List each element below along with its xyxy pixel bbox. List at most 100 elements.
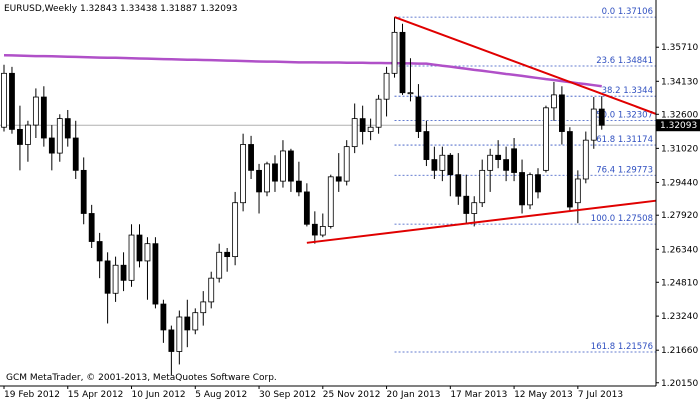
candle-body	[511, 148, 517, 173]
x-tick-label: 17 Mar 2013	[450, 390, 507, 400]
x-tick-label: 19 Feb 2012	[4, 390, 60, 400]
candle-body	[391, 31, 398, 74]
y-tick-label: 1.29440	[661, 178, 698, 188]
candle-body	[64, 118, 71, 139]
candle-body	[272, 163, 278, 182]
candle-body	[495, 154, 502, 160]
candle-body	[582, 139, 589, 180]
candle-body	[120, 264, 127, 281]
candle-body	[559, 94, 565, 132]
fib-price: 1.34841	[618, 56, 653, 66]
candle-body	[455, 174, 462, 197]
candle-body	[343, 146, 350, 182]
candle-body	[415, 96, 422, 132]
candle-body	[48, 137, 55, 154]
candle-body	[160, 303, 167, 331]
moving-average	[3, 53, 602, 88]
x-tick-label: 30 Sep 2012	[259, 390, 316, 400]
candle-body	[574, 178, 581, 204]
fib-price: 1.21576	[618, 342, 653, 352]
candle-body	[399, 31, 406, 94]
candle-body	[598, 108, 605, 126]
fib-level: 23.6	[596, 56, 615, 66]
candle-body	[1, 72, 7, 128]
candle-body	[319, 226, 326, 236]
y-tick-label: 1.35710	[661, 43, 698, 53]
y-tick-label: 1.27920	[661, 211, 698, 221]
candle-body	[256, 169, 262, 193]
candle-body	[112, 264, 119, 294]
fib-level: 161.8	[591, 342, 615, 352]
candle-body	[327, 176, 334, 227]
x-tick-label: 20 Jan 2013	[387, 390, 441, 400]
candle-body	[208, 277, 215, 303]
candle-body	[152, 243, 159, 305]
candle-body	[104, 260, 111, 294]
candle-body	[240, 144, 247, 204]
y-tick-label: 1.20150	[661, 379, 698, 389]
fib-price: 1.37106	[618, 7, 653, 17]
fib-price: 1.29773	[618, 165, 653, 175]
x-tick-label: 5 Aug 2012	[195, 390, 247, 400]
fib-level: 61.8	[596, 135, 615, 145]
candle-body	[88, 213, 95, 242]
y-tick-label: 1.26340	[661, 245, 698, 255]
fib-label: 161.8 1.21576	[591, 342, 653, 352]
candle-body	[471, 202, 478, 214]
candle-body	[383, 72, 390, 100]
candle-body	[566, 131, 573, 208]
candle-body	[543, 107, 549, 171]
candle-body	[335, 176, 342, 182]
x-tick-label: 12 May 2013	[514, 390, 573, 400]
fib-level: 76.4	[596, 165, 615, 175]
x-tick-label: 25 Nov 2012	[323, 390, 381, 400]
chart-title: EURUSD,Weekly 1.32843 1.33438 1.31887 1.…	[4, 4, 237, 14]
candle-body	[248, 144, 254, 171]
fib-label: 23.6 1.34841	[596, 56, 653, 66]
candle-body	[535, 174, 541, 193]
plot: 0.0 1.37106 23.6 1.34841 38.2 1.3344 50.0 1…	[0, 7, 657, 376]
fib-label: 38.2 1.3344	[602, 86, 653, 96]
candle-body	[463, 195, 470, 214]
y-tick-label: 1.31020	[661, 144, 698, 154]
fib-price: 1.31174	[618, 135, 653, 145]
candle-body	[311, 223, 318, 236]
candle-body	[423, 131, 430, 160]
price-tag-label: 1.32093	[660, 121, 697, 131]
candle-body	[359, 118, 366, 132]
fib-price: 1.27508	[618, 214, 653, 224]
candle-body	[40, 96, 47, 139]
candle-body	[144, 243, 151, 262]
candle-body	[295, 180, 302, 193]
candle-body	[479, 169, 486, 204]
candle-body	[367, 126, 374, 132]
candle-body	[407, 92, 414, 95]
fib-level: 0.0	[602, 7, 616, 17]
fib-level: 38.2	[602, 86, 621, 96]
fib-label: 61.8 1.31174	[596, 135, 653, 145]
candle-body	[590, 108, 597, 141]
candle-body	[128, 234, 135, 281]
candle-body	[375, 98, 382, 128]
candle-body	[56, 118, 63, 154]
candle-body	[439, 154, 446, 171]
x-tick-label: 15 Apr 2012	[68, 390, 124, 400]
candle-body	[17, 128, 23, 145]
candle-body	[216, 251, 223, 279]
candle-body	[96, 241, 103, 262]
fib-label: 50.0 1.32307	[596, 111, 653, 121]
candle-body	[80, 169, 87, 214]
candle-body	[280, 150, 286, 182]
x-tick-label: 7 Jul 2013	[578, 390, 623, 400]
price-tag	[656, 119, 700, 132]
candle-body	[136, 234, 143, 262]
candle-body	[32, 96, 39, 126]
y-tick-label: 1.24810	[661, 278, 698, 288]
candle-body	[224, 251, 231, 258]
footer: GCM MetaTrader, © 2001-2013, MetaQuotes …	[6, 373, 277, 383]
candle-body	[351, 118, 358, 148]
candle-body	[264, 163, 270, 193]
fib-label: 76.4 1.29773	[596, 165, 653, 175]
